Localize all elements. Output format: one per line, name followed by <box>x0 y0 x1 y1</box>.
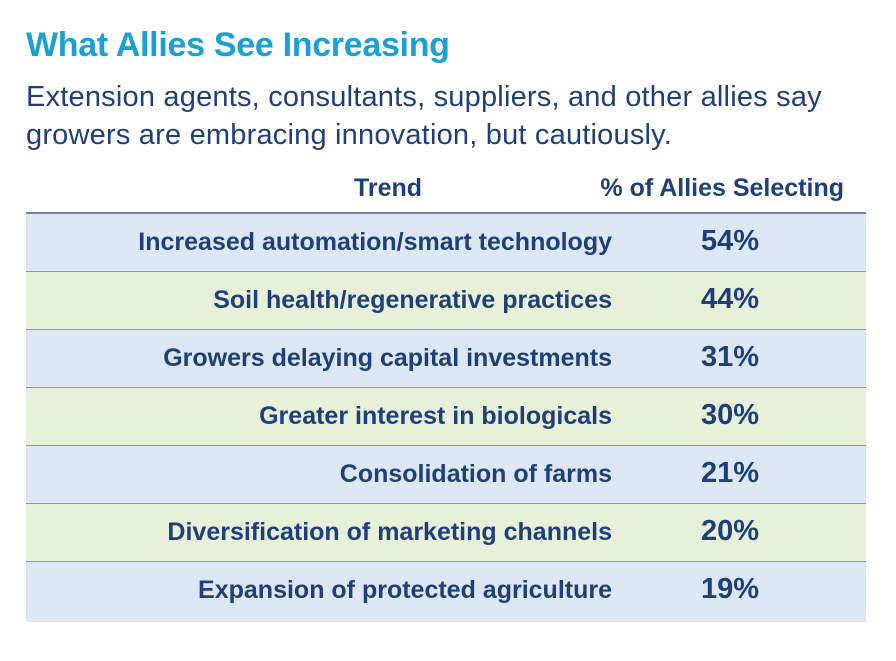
percent-value: 21% <box>700 457 760 489</box>
percent-value: 54% <box>700 225 760 257</box>
percent-value: 19% <box>700 573 760 605</box>
table-row: Consolidation of farms 21% <box>26 446 866 504</box>
trend-label: Expansion of protected agriculture <box>198 576 612 604</box>
percent-value: 30% <box>700 399 760 431</box>
trend-label: Diversification of marketing channels <box>167 518 612 546</box>
column-header-percent: % of Allies Selecting <box>600 174 844 202</box>
table-row: Expansion of protected agriculture 19% <box>26 562 866 622</box>
table-row: Greater interest in biologicals 30% <box>26 388 866 446</box>
trend-label: Greater interest in biologicals <box>259 402 612 430</box>
trend-label: Increased automation/smart technology <box>138 228 612 256</box>
table-row: Growers delaying capital investments 31% <box>26 330 866 388</box>
column-header-trend: Trend <box>354 174 423 202</box>
trend-label: Soil health/regenerative practices <box>213 286 612 314</box>
percent-value: 20% <box>700 515 760 547</box>
table-row: Diversification of marketing channels 20… <box>26 504 866 562</box>
table-row: Soil health/regenerative practices 44% <box>26 272 866 330</box>
chart-subtitle: Extension agents, consultants, suppliers… <box>26 81 822 151</box>
table-row: Increased automation/smart technology 54… <box>26 214 866 272</box>
trend-label: Growers delaying capital investments <box>163 344 612 372</box>
table-header: Trend % of Allies Selecting <box>26 170 866 214</box>
percent-value: 31% <box>700 341 760 373</box>
trends-table: Trend % of Allies Selecting Increased au… <box>26 170 866 622</box>
chart-title: What Allies See Increasing <box>26 26 450 64</box>
trend-label: Consolidation of farms <box>339 460 612 488</box>
percent-value: 44% <box>700 283 760 315</box>
